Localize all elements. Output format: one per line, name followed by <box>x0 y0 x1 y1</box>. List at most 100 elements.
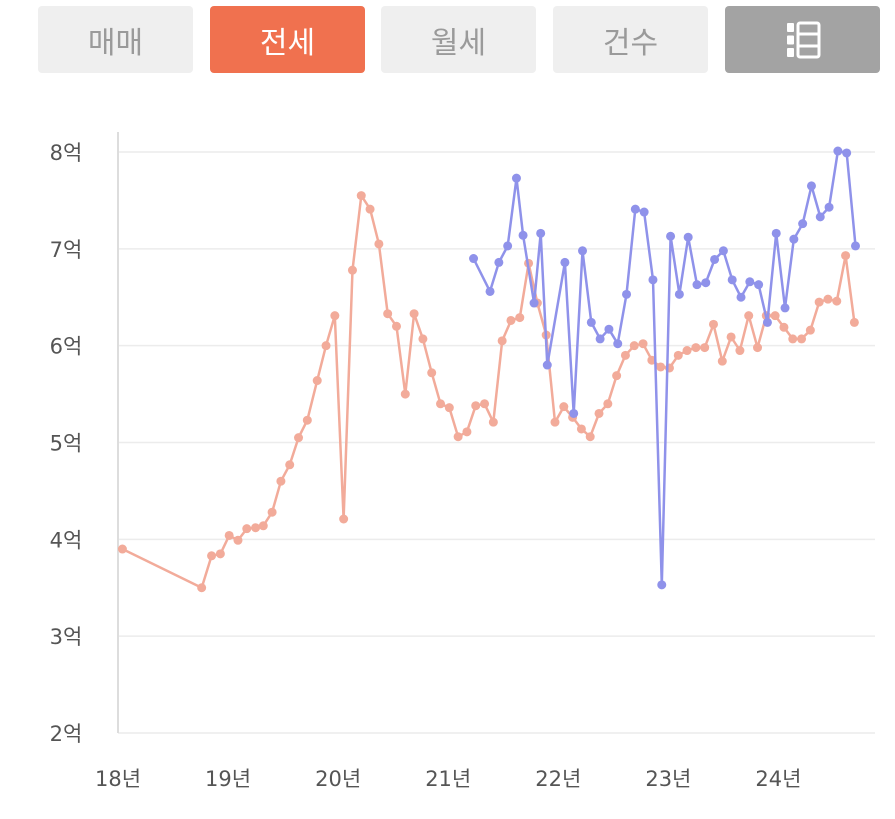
list-toggle-button[interactable] <box>725 6 880 73</box>
data-point <box>841 251 851 261</box>
data-point <box>806 181 816 191</box>
data-point <box>494 257 504 267</box>
tab-jeonse[interactable]: 전세 <box>210 6 365 73</box>
data-point <box>233 535 243 545</box>
series-0 <box>117 191 859 593</box>
data-point <box>674 289 684 299</box>
data-point <box>744 311 754 321</box>
data-point <box>656 362 666 372</box>
data-point <box>391 321 401 331</box>
y-tick-label: 6억 <box>50 335 83 359</box>
tab-bar: 매매 전세 월세 건수 <box>0 0 895 80</box>
x-tick-label: 19년 <box>205 767 251 791</box>
data-point <box>718 246 728 256</box>
data-point <box>436 399 446 409</box>
tab-jeonse-label: 전세 <box>259 25 316 61</box>
data-point <box>511 173 521 183</box>
data-point <box>312 376 322 386</box>
data-point <box>771 228 781 238</box>
y-tick-label: 3억 <box>50 625 83 649</box>
data-point <box>745 277 755 287</box>
data-point <box>586 317 596 327</box>
x-tick-label: 24년 <box>755 767 801 791</box>
data-point <box>753 343 763 353</box>
data-point <box>780 303 790 313</box>
data-point <box>339 514 349 524</box>
data-point <box>418 334 428 344</box>
y-tick-label: 4억 <box>50 528 83 552</box>
x-tick-label: 22년 <box>535 767 581 791</box>
data-point <box>471 401 481 411</box>
data-point <box>850 241 860 251</box>
data-point <box>682 346 692 356</box>
data-point <box>529 298 539 308</box>
data-point <box>726 332 736 342</box>
data-point <box>708 319 718 329</box>
data-point <box>506 315 516 325</box>
data-point <box>365 204 375 214</box>
data-point <box>779 322 789 332</box>
list-icon <box>786 21 820 58</box>
chart-series <box>117 146 860 593</box>
data-point <box>215 549 225 559</box>
data-point <box>630 204 640 214</box>
y-tick-label: 8억 <box>50 141 83 165</box>
data-point <box>251 523 261 533</box>
x-tick-label: 23년 <box>645 767 691 791</box>
tab-sale-label: 매매 <box>87 25 144 61</box>
data-point <box>197 583 207 593</box>
data-point <box>797 334 807 344</box>
data-point <box>560 257 570 267</box>
chart-grid <box>117 132 875 734</box>
data-point <box>770 311 780 321</box>
data-point <box>550 417 560 427</box>
data-point <box>710 254 720 264</box>
data-point <box>444 403 454 413</box>
data-point <box>242 524 252 534</box>
data-point <box>700 343 710 353</box>
data-point <box>673 350 683 360</box>
data-point <box>276 476 286 486</box>
x-tick-label: 21년 <box>425 767 471 791</box>
y-tick-label: 5억 <box>50 432 83 456</box>
data-point <box>503 241 513 251</box>
data-point <box>285 460 295 470</box>
data-point <box>648 275 658 285</box>
data-point <box>638 339 648 349</box>
data-point <box>224 530 234 540</box>
data-point <box>497 336 507 346</box>
data-point <box>294 433 304 443</box>
y-tick-label: 7억 <box>50 238 83 262</box>
data-point <box>805 325 815 335</box>
data-point <box>612 371 622 381</box>
data-point <box>789 234 799 244</box>
tab-monthly-rent[interactable]: 월세 <box>381 6 536 73</box>
data-point <box>815 212 825 222</box>
data-point <box>569 408 579 418</box>
data-point <box>480 399 490 409</box>
data-point <box>321 341 331 351</box>
data-point <box>754 280 764 290</box>
data-point <box>117 544 127 554</box>
data-point <box>691 343 701 353</box>
data-point <box>258 521 268 531</box>
data-point <box>469 254 479 264</box>
y-axis-ticks: 2억 3억 4억 5억 6억 7억 8억 <box>50 141 83 746</box>
data-point <box>727 275 737 285</box>
data-point <box>356 191 366 201</box>
data-point <box>409 309 419 319</box>
data-point <box>594 408 604 418</box>
data-point <box>330 311 340 321</box>
data-point <box>798 219 808 229</box>
data-point <box>515 313 525 323</box>
data-point <box>267 507 277 517</box>
data-point <box>613 339 623 349</box>
data-point <box>762 317 772 327</box>
data-point <box>736 292 746 302</box>
tab-count[interactable]: 건수 <box>553 6 708 73</box>
data-point <box>620 350 630 360</box>
data-point <box>207 551 217 561</box>
data-point <box>842 148 852 158</box>
tab-sale[interactable]: 매매 <box>38 6 193 73</box>
